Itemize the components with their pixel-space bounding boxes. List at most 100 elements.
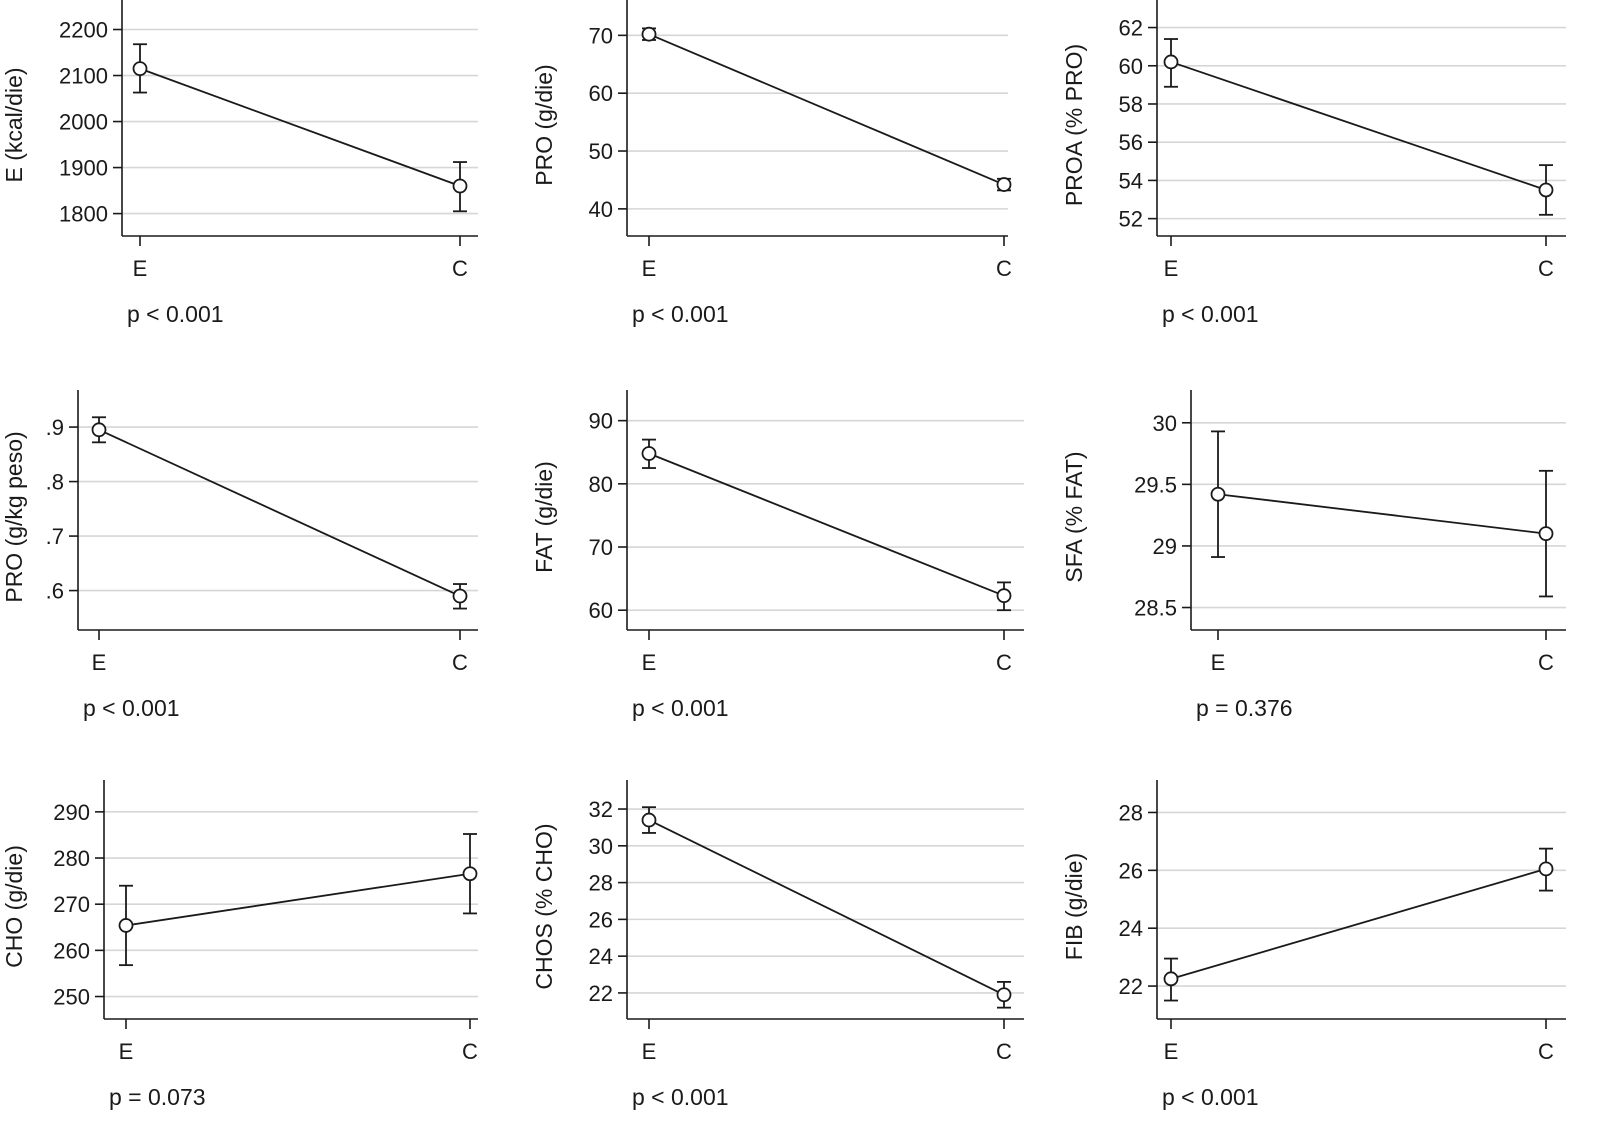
series-line [1170, 61, 1547, 191]
data-point [118, 918, 134, 933]
x-tick-label: C [452, 650, 468, 675]
x-tick-label: C [1538, 256, 1554, 281]
p-value-label: p < 0.001 [83, 695, 180, 721]
y-tick-label: .6 [46, 579, 64, 604]
y-tick-label: 250 [53, 985, 90, 1010]
data-point [641, 26, 657, 42]
y-tick-label: .9 [46, 415, 64, 440]
y-tick-label: 2100 [59, 64, 108, 89]
data-point [452, 178, 468, 194]
p-value-label: p < 0.001 [1162, 301, 1259, 327]
y-tick-label: 90 [589, 409, 613, 434]
x-tick-label: E [1164, 1039, 1179, 1064]
y-tick-label: .7 [46, 524, 64, 549]
y-tick-label: 28 [589, 871, 613, 896]
y-axis-title: PRO (g/kg peso) [1, 431, 27, 602]
x-tick-label: C [996, 1039, 1012, 1064]
p-value-label: p = 0.376 [1196, 695, 1293, 721]
y-tick-label: 26 [589, 907, 613, 932]
series-line [139, 67, 461, 187]
y-tick-label: 270 [53, 892, 90, 917]
p-value-label: p < 0.001 [632, 695, 729, 721]
series-line [648, 452, 1005, 597]
data-point [996, 588, 1012, 604]
y-axis-title: CHO (g/die) [1, 845, 27, 968]
y-tick-label: 60 [589, 81, 613, 106]
y-tick-label: 2200 [59, 18, 108, 43]
chart-panel-animal-protein: 52 54 56 58 60 62 E C PROA (% PRO) p < 0.001 [1060, 0, 1590, 360]
data-point [1163, 971, 1179, 987]
chart-panel-protein: 40 50 60 70 E C PRO (g/die) p < 0.001 [530, 0, 1060, 360]
y-tick-label: 290 [53, 800, 90, 825]
data-point [1163, 54, 1179, 70]
series-line [648, 33, 1005, 186]
y-tick-label: 40 [589, 197, 613, 222]
chart-panel-carbohydrate: 250 260 270 280 290 E C CHO (g/die) p = 0.073 [0, 780, 530, 1140]
y-tick-label: 22 [1119, 974, 1143, 999]
data-point [462, 866, 478, 882]
x-tick-label: C [462, 1039, 478, 1064]
y-tick-label: 29 [1153, 534, 1177, 559]
chart-svg: .6 .7 .8 .9 E C PRO (g/kg peso) p < 0.001 [1, 390, 478, 721]
series-line [98, 428, 461, 597]
y-tick-label: 24 [1119, 916, 1143, 941]
y-tick-label: 60 [589, 598, 613, 623]
data-point [996, 177, 1012, 192]
data-point [1538, 182, 1554, 198]
y-tick-label: 1900 [59, 156, 108, 181]
y-tick-label: 32 [589, 797, 613, 822]
series-line [1170, 868, 1547, 980]
x-tick-label: E [119, 1039, 134, 1064]
y-tick-label: 58 [1119, 92, 1143, 117]
p-value-label: p < 0.001 [1162, 1084, 1259, 1110]
data-point [1210, 486, 1226, 502]
y-axis-title: FIB (g/die) [1061, 853, 1087, 960]
x-tick-label: C [1538, 1039, 1554, 1064]
y-axis-title: PRO (g/die) [531, 64, 557, 185]
chart-svg: 22 24 26 28 30 32 E C CHOS (% CHO) p < 0.001 [531, 780, 1024, 1110]
y-tick-label: 30 [589, 834, 613, 859]
p-value-label: p < 0.001 [632, 301, 729, 327]
y-tick-label: 70 [589, 23, 613, 48]
y-tick-label: 29.5 [1134, 472, 1177, 497]
x-tick-label: C [996, 256, 1012, 281]
y-axis-title: SFA (% FAT) [1061, 451, 1087, 582]
x-tick-label: C [452, 256, 468, 281]
x-tick-label: E [92, 650, 107, 675]
series-line [648, 819, 1005, 996]
x-tick-label: C [1538, 650, 1554, 675]
chart-svg: 28.5 29 29.5 30 E C SFA (% FAT) p = 0.376 [1061, 390, 1566, 721]
x-tick-label: E [642, 256, 657, 281]
chart-svg: 1800 1900 2000 2100 2200 E C E (kcal/die) p < 0.… [1, 0, 478, 327]
y-axis-title: FAT (g/die) [531, 461, 557, 573]
series-line [1217, 493, 1547, 535]
chart-panel-simple-carbohydrate: 22 24 26 28 30 32 E C CHOS (% CHO) p < 0.001 [530, 780, 1060, 1140]
chart-panel-protein-per-kg: .6 .7 .8 .9 E C PRO (g/kg peso) p < 0.001 [0, 390, 530, 750]
y-axis-title: CHOS (% CHO) [531, 823, 557, 989]
y-tick-label: 62 [1119, 16, 1143, 41]
chart-svg: 40 50 60 70 E C PRO (g/die) p < 0.001 [531, 0, 1012, 327]
y-tick-label: 54 [1119, 168, 1143, 193]
y-tick-label: 60 [1119, 54, 1143, 79]
y-tick-label: 260 [53, 938, 90, 963]
p-value-label: p = 0.073 [109, 1084, 206, 1110]
data-point [641, 446, 657, 461]
data-point [452, 588, 468, 604]
data-point [1538, 526, 1554, 542]
x-tick-label: E [1211, 650, 1226, 675]
y-tick-label: 28.5 [1134, 596, 1177, 621]
y-tick-label: 280 [53, 846, 90, 871]
x-tick-label: E [1164, 256, 1179, 281]
p-value-label: p < 0.001 [127, 301, 224, 327]
y-tick-label: 56 [1119, 130, 1143, 155]
y-tick-label: .8 [46, 470, 64, 495]
x-tick-label: C [996, 650, 1012, 675]
y-tick-label: 52 [1119, 207, 1143, 232]
data-point [996, 987, 1012, 1003]
x-tick-label: E [133, 256, 148, 281]
chart-panel-saturated-fat: 28.5 29 29.5 30 E C SFA (% FAT) p = 0.376 [1060, 390, 1590, 750]
chart-svg: 52 54 56 58 60 62 E C PROA (% PRO) p < 0.001 [1061, 0, 1566, 327]
data-point [91, 422, 107, 438]
y-tick-label: 1800 [59, 202, 108, 227]
